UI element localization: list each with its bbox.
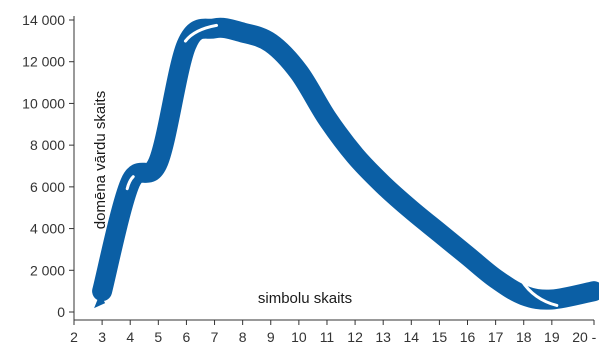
x-axis-ticks: 2 3 4 5 6 7 8 9 10 11 12 13 14 15 16 17 18 19 20 - 63 [70,320,599,345]
x-axis-title: simbolu skaits [258,290,352,307]
x-tick-label: 19 [544,329,560,345]
x-tick-label: 13 [375,329,391,345]
x-tick-label: 20 - 63 [572,329,599,345]
y-tick-label: 6 000 [30,179,65,195]
chart-axes: 2 3 4 5 6 7 8 9 10 11 12 13 14 15 16 17 18 19 20 - 63 0 2 0… [22,12,599,345]
x-tick-label: 9 [267,329,275,345]
x-tick-label: 6 [183,329,191,345]
y-tick-label: 8 000 [30,137,65,153]
x-tick-label: 7 [211,329,219,345]
x-tick-label: 4 [126,329,134,345]
x-tick-label: 5 [154,329,162,345]
y-tick-label: 14 000 [22,12,65,28]
series-layer [92,17,599,310]
y-tick-label: 2 000 [30,262,65,278]
x-tick-label: 16 [460,329,476,345]
series-end-tip [596,288,599,301]
y-tick-label: 4 000 [30,221,65,237]
y-axis-ticks: 0 2 000 4 000 6 000 8 000 10 000 12 000 14 000 [22,12,74,320]
x-tick-label: 11 [320,329,335,345]
x-tick-label: 8 [239,329,247,345]
x-tick-label: 18 [516,329,532,345]
series-highlight [183,23,219,43]
x-tick-label: 2 [70,329,78,345]
x-tick-label: 15 [432,329,448,345]
x-tick-label: 17 [488,329,504,345]
x-tick-label: 12 [347,329,363,345]
series-start-tip [94,293,106,309]
series-highlight [125,175,135,191]
y-tick-label: 12 000 [22,54,65,70]
series-highlight [520,279,559,307]
y-tick-label: 10 000 [22,95,65,111]
series-line [92,17,599,310]
y-tick-label: 0 [57,304,65,320]
y-axis-title: domēna vārdu skaits [92,91,109,229]
x-tick-label: 14 [404,329,420,345]
x-tick-label: 10 [291,329,307,345]
x-tick-label: 3 [98,329,106,345]
